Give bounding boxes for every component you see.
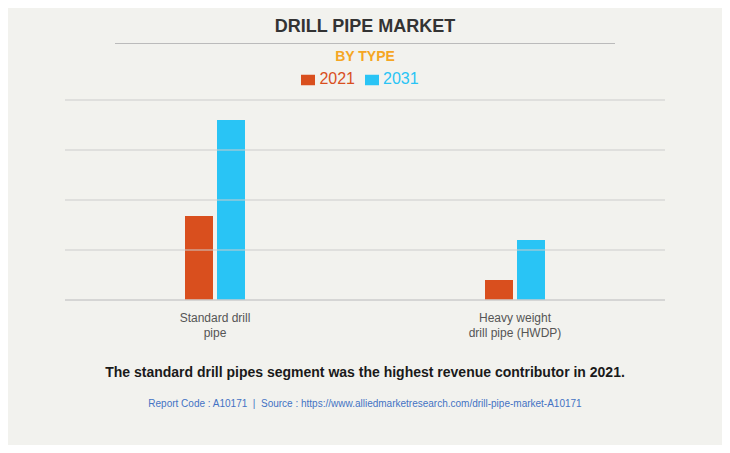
html-text:BY TYPE: BY TYPE xyxy=(335,48,395,64)
html-text:The standard drill pipes segme: The standard drill pipes segment was the… xyxy=(105,364,625,380)
html-text:DRILL PIPE MARKET: DRILL PIPE MARKET xyxy=(274,16,456,36)
svg-text:Heavy weightdrill pipe (HWDP): Heavy weightdrill pipe (HWDP) xyxy=(469,311,562,340)
html-text:2021: 2021 xyxy=(319,70,355,87)
svg-text:Standard drillpipe: Standard drillpipe xyxy=(180,311,251,340)
html-text:2031: 2031 xyxy=(383,70,419,87)
html-text:Report Code : A10171 | Source: Report Code : A10171 | Source : https://… xyxy=(148,398,582,409)
